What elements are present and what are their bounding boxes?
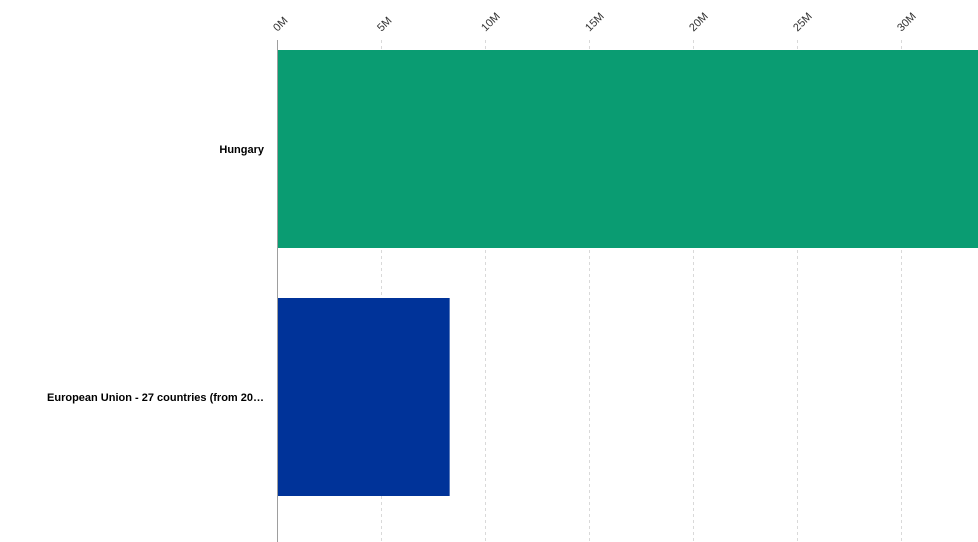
x-tick-label: 5M — [375, 15, 394, 34]
x-tick-label: 25M — [791, 10, 815, 34]
x-axis-ticks: 0M 5M 10M 15M 20M 25M 30M — [271, 10, 919, 34]
category-label: Hungary — [219, 144, 265, 156]
category-label: European Union - 27 countries (from 20… — [47, 392, 264, 404]
category-labels: Hungary European Union - 27 countries (fr… — [47, 144, 265, 404]
x-tick-label: 10M — [479, 10, 503, 34]
x-tick-label: 20M — [687, 10, 711, 34]
bar-european-union[interactable] — [277, 298, 450, 496]
bars — [277, 50, 978, 496]
x-tick-label: 0M — [271, 15, 290, 34]
x-tick-label: 30M — [895, 10, 919, 34]
bar-hungary[interactable] — [277, 50, 978, 248]
x-tick-label: 15M — [583, 10, 607, 34]
